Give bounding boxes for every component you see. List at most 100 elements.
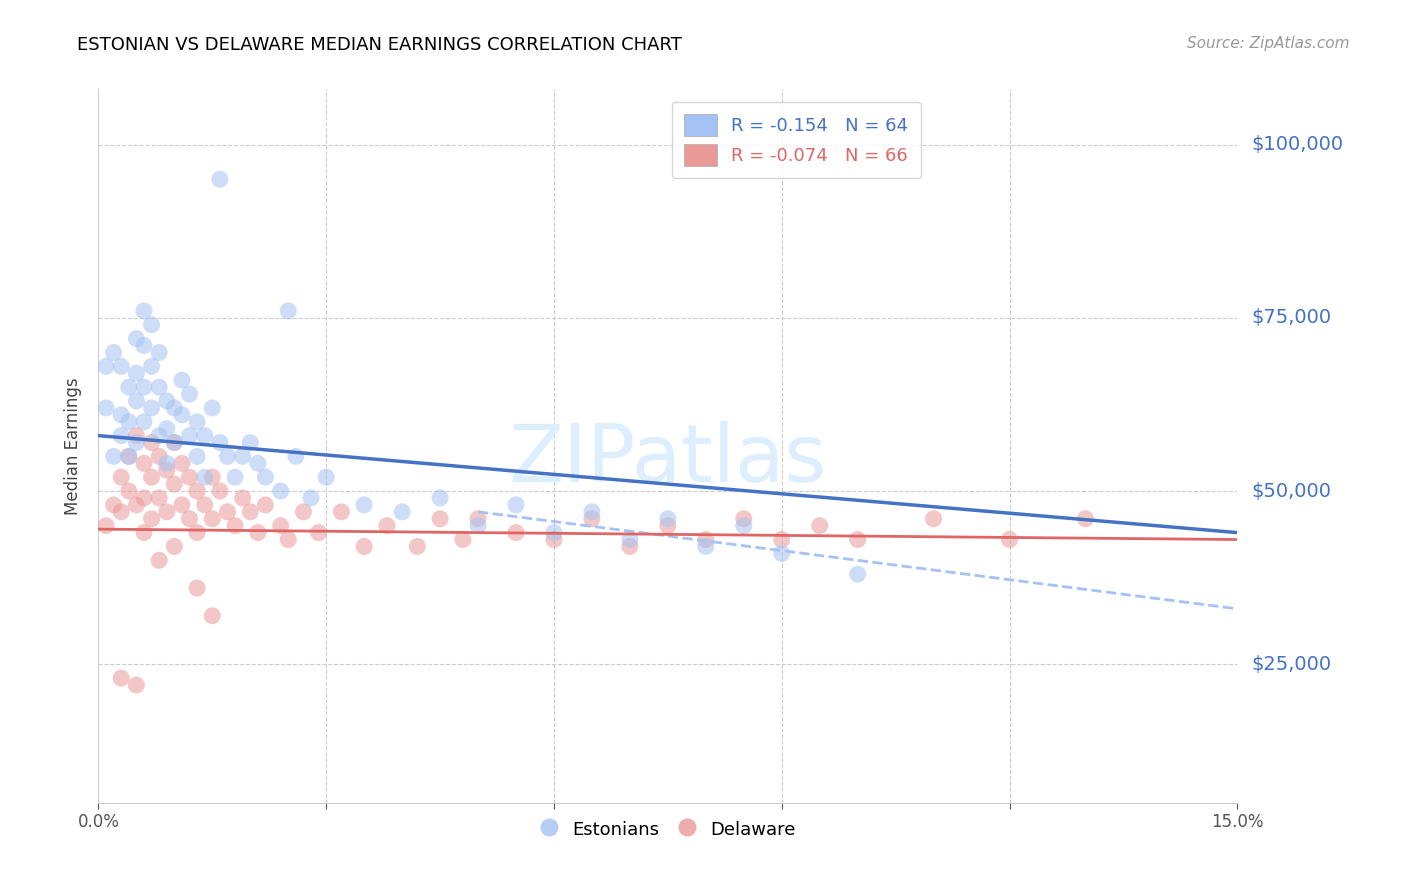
Point [148, 380, 170, 394]
Point [208, 435, 231, 450]
Point [118, 450, 141, 464]
Point [619, 540, 641, 554]
Point [277, 304, 299, 318]
Point [118, 450, 141, 464]
Point [103, 450, 125, 464]
Point [208, 483, 231, 498]
Point [118, 483, 141, 498]
Point [156, 463, 179, 477]
Point [103, 498, 125, 512]
Point [467, 512, 489, 526]
Point [201, 470, 224, 484]
Point [505, 525, 527, 540]
Point [170, 456, 193, 470]
Point [125, 332, 148, 346]
Point [125, 366, 148, 380]
Point [170, 373, 193, 387]
Point [217, 450, 239, 464]
Point [141, 401, 163, 415]
Point [110, 505, 132, 519]
Point [284, 450, 307, 464]
Point [132, 338, 155, 352]
Point [148, 428, 170, 442]
Text: $75,000: $75,000 [1251, 309, 1331, 327]
Point [125, 394, 148, 409]
Y-axis label: Median Earnings: Median Earnings [65, 377, 83, 515]
Point [110, 359, 132, 374]
Point [846, 533, 869, 547]
Text: $25,000: $25,000 [1251, 655, 1331, 673]
Point [179, 470, 201, 484]
Point [170, 498, 193, 512]
Point [353, 540, 375, 554]
Point [770, 546, 793, 560]
Point [156, 394, 179, 409]
Point [808, 518, 831, 533]
Point [141, 470, 163, 484]
Point [118, 380, 141, 394]
Point [118, 415, 141, 429]
Point [110, 408, 132, 422]
Point [505, 498, 527, 512]
Point [132, 304, 155, 318]
Point [141, 435, 163, 450]
Point [406, 540, 429, 554]
Point [270, 518, 292, 533]
Point [429, 512, 451, 526]
Point [315, 470, 337, 484]
Point [224, 470, 246, 484]
Point [239, 435, 262, 450]
Point [246, 456, 269, 470]
Point [217, 505, 239, 519]
Point [163, 435, 186, 450]
Point [132, 456, 155, 470]
Point [156, 505, 179, 519]
Point [194, 498, 217, 512]
Text: ZIPatlas: ZIPatlas [509, 421, 827, 500]
Point [846, 567, 869, 582]
Point [581, 505, 603, 519]
Point [148, 345, 170, 359]
Point [148, 553, 170, 567]
Point [103, 345, 125, 359]
Point [148, 491, 170, 505]
Point [733, 518, 755, 533]
Point [186, 450, 208, 464]
Point [110, 470, 132, 484]
Point [141, 318, 163, 332]
Point [125, 498, 148, 512]
Point [148, 450, 170, 464]
Point [998, 533, 1021, 547]
Point [201, 608, 224, 623]
Point [1074, 512, 1097, 526]
Point [299, 491, 322, 505]
Point [179, 512, 201, 526]
Point [232, 450, 254, 464]
Point [186, 415, 208, 429]
Point [232, 491, 254, 505]
Point [156, 422, 179, 436]
Point [246, 525, 269, 540]
Point [695, 540, 717, 554]
Point [201, 512, 224, 526]
Point [179, 428, 201, 442]
Point [179, 387, 201, 401]
Text: Source: ZipAtlas.com: Source: ZipAtlas.com [1187, 36, 1350, 51]
Point [391, 505, 413, 519]
Point [451, 533, 474, 547]
Legend: Estonians, Delaware: Estonians, Delaware [533, 811, 803, 847]
Point [695, 533, 717, 547]
Point [208, 172, 231, 186]
Point [163, 540, 186, 554]
Point [619, 533, 641, 547]
Point [239, 505, 262, 519]
Point [186, 581, 208, 595]
Point [110, 671, 132, 685]
Point [254, 470, 277, 484]
Point [292, 505, 315, 519]
Point [141, 512, 163, 526]
Text: $100,000: $100,000 [1251, 135, 1343, 154]
Point [125, 435, 148, 450]
Point [125, 678, 148, 692]
Text: $50,000: $50,000 [1251, 482, 1331, 500]
